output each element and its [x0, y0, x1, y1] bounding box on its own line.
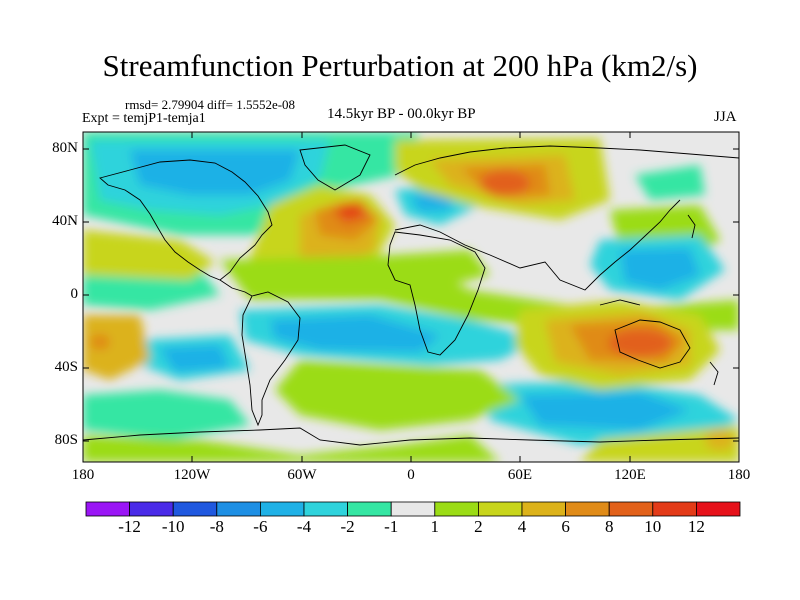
- new-zealand-coast: [709, 361, 719, 386]
- lat-label: 40N: [52, 213, 78, 229]
- colorbar-label: 12: [687, 517, 705, 536]
- lon-label: 0: [407, 467, 415, 483]
- colorbar-swatch: [652, 501, 697, 517]
- stats-label: rmsd= 2.79904 diff= 1.5552e-08: [125, 97, 296, 112]
- greenland-coast: [299, 144, 371, 191]
- japan-coast: [687, 214, 696, 239]
- colorbar-swatch: [303, 501, 348, 517]
- experiment-label: Expt = temjP1-temja1: [82, 111, 206, 126]
- colorbar-label: 6: [561, 517, 570, 536]
- colorbar-swatch: [216, 501, 261, 517]
- colorbar-label: -2: [340, 517, 355, 536]
- colorbar-swatch: [608, 501, 654, 517]
- contour-fills: [83, 132, 739, 462]
- colorbar-swatch: [85, 501, 130, 517]
- lon-label: 60E: [507, 467, 533, 483]
- colorbar-swatch: [347, 501, 392, 517]
- colorbar: [85, 501, 741, 517]
- north-america-coast: [99, 159, 273, 281]
- colorbar-swatch: [434, 501, 479, 517]
- anomaly-field: [83, 132, 739, 462]
- colorbar-swatch: [696, 501, 741, 517]
- lon-label: 180: [71, 467, 95, 483]
- colorbar-label: -8: [209, 517, 224, 536]
- eurasia-south-coast: [394, 199, 681, 291]
- colorbar-label: -4: [296, 517, 312, 536]
- indonesia-coast: [599, 299, 641, 306]
- colorbar-label: -10: [161, 517, 185, 536]
- colorbar-swatch: [172, 501, 218, 517]
- south-america-coast: [241, 291, 301, 427]
- colorbar-swatch: [259, 501, 305, 517]
- lon-label: 60W: [287, 467, 317, 483]
- lat-label: 0: [70, 286, 79, 302]
- lon-label: 180: [727, 467, 751, 483]
- colorbar-swatch: [565, 501, 610, 517]
- colorbar-label: 10: [644, 517, 662, 536]
- colorbar-swatch: [129, 501, 174, 517]
- page-title: Streamfunction Perturbation at 200 hPa (…: [102, 48, 698, 83]
- colorbar-label: 2: [474, 517, 483, 536]
- africa-coast: [387, 231, 486, 356]
- lon-label: 120W: [173, 467, 211, 483]
- colorbar-swatch: [390, 501, 436, 517]
- colorbar-label: 4: [517, 517, 527, 536]
- antarctica-coast: [83, 427, 739, 446]
- axis-ticks: [82, 132, 740, 462]
- season-label: JJA: [714, 109, 737, 125]
- colorbar-label: 1: [430, 517, 440, 536]
- central-america-coast: [219, 279, 253, 297]
- colorbar-label: -12: [118, 517, 141, 536]
- colorbar-label: -6: [253, 517, 268, 536]
- colorbar-label: -1: [384, 517, 399, 536]
- lon-label: 120E: [614, 467, 646, 483]
- coastlines: [83, 144, 739, 446]
- australia-coast: [614, 319, 691, 369]
- lat-label: 80N: [52, 140, 78, 156]
- lat-label: 80S: [54, 432, 78, 448]
- europe-coast: [394, 145, 739, 176]
- colorbar-swatch: [521, 501, 566, 517]
- colorbar-swatch: [477, 501, 523, 517]
- period-label: 14.5kyr BP - 00.0kyr BP: [327, 106, 476, 122]
- lat-label: 40S: [54, 359, 78, 375]
- colorbar-label: 8: [604, 517, 614, 536]
